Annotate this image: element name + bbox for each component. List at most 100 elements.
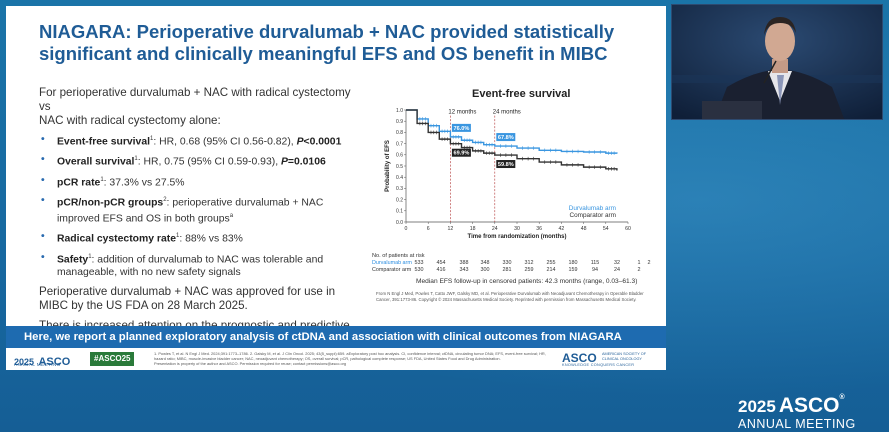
risk-cell: 159 <box>568 267 578 273</box>
risk-cell: 281 <box>502 267 512 273</box>
x-tick-label: 6 <box>427 226 430 232</box>
value-label-box <box>496 133 516 142</box>
bullet-label: Radical cystectomy rate <box>57 233 176 245</box>
risk-cell: 454 <box>436 260 446 266</box>
x-tick-label: 0 <box>405 226 408 232</box>
bullet-list: • Event-free survival1: HR, 0.68 (95% CI … <box>39 133 359 279</box>
risk-cell: 2 <box>647 260 651 266</box>
bullet-label: Event-free survival <box>57 136 150 148</box>
x-tick-label: 60 <box>625 226 631 232</box>
slide-footer: 2025 ASCO ANNUAL MEETING #ASCO25 1. Powl… <box>6 348 666 370</box>
summary-banner: Here, we report a planned exploratory an… <box>6 326 666 348</box>
bullet-dot: • <box>41 134 45 145</box>
x-tick-label: 30 <box>514 226 520 232</box>
bullet-text: : perioperative durvalumab + NAC improve… <box>57 197 324 225</box>
bullet-dot: • <box>41 231 45 243</box>
slide-title: NIAGARA: Perioperative durvalumab + NAC … <box>39 21 649 65</box>
risk-cell: 2 <box>637 267 641 273</box>
y-tick-label: 0.3 <box>396 186 403 192</box>
comparator-curve <box>406 109 618 171</box>
bullet-item: • Event-free survival1: HR, 0.68 (95% CI … <box>39 133 359 148</box>
y-tick-label: 0.6 <box>396 153 403 159</box>
y-tick-label: 0.0 <box>396 220 403 226</box>
milestone-label: 24 months <box>493 109 521 115</box>
bullet-item: • pCR rate1: 37.3% vs 27.5% <box>39 174 359 189</box>
value-label: 69.9% <box>453 151 469 157</box>
risk-cell: 180 <box>568 260 578 266</box>
risk-cell: 388 <box>459 260 469 266</box>
bullet-ref: 1 <box>88 253 92 260</box>
asco-society-logo: ASCO AMERICAN SOCIETY OF CLINICAL ONCOLO… <box>562 351 647 367</box>
y-tick-label: 0.2 <box>396 197 403 203</box>
y-tick-label: 0.9 <box>396 119 403 125</box>
risk-cell: 416 <box>436 267 446 273</box>
presentation-slide: NIAGARA: Perioperative durvalumab + NAC … <box>6 6 666 370</box>
risk-cell: 24 <box>614 267 620 273</box>
chart-title: Event-free survival <box>472 88 571 100</box>
asco-meeting-overlay-logo: 2025 ASCO® ANNUAL MEETING <box>738 394 856 431</box>
legend-entry: Comparator arm <box>569 212 616 219</box>
risk-cell: 259 <box>524 267 534 273</box>
y-axis-label: Probability of EFS <box>385 140 391 192</box>
bullet-dot: • <box>41 154 45 166</box>
x-tick-label: 12 <box>448 226 454 232</box>
bullet-dot: • <box>41 195 45 207</box>
risk-cell: 32 <box>614 260 620 266</box>
risk-cell: 214 <box>546 267 556 273</box>
value-label-box <box>451 123 471 132</box>
value-label: 59.8% <box>498 162 514 168</box>
y-tick-label: 0.8 <box>396 130 403 136</box>
risk-row-label: Comparator arm <box>372 267 412 273</box>
bullet-pvalue: P=0.0106 <box>280 156 326 168</box>
y-tick-label: 0.1 <box>396 209 403 215</box>
footnotes: 1. Powles T, et al. N Engl J Med. 2024;3… <box>154 351 546 366</box>
approval-paragraph: Perioperative durvalumab + NAC was appro… <box>39 285 336 313</box>
x-tick-label: 48 <box>581 226 587 232</box>
bullet-ref: 1 <box>149 136 154 142</box>
value-label-box <box>451 148 471 157</box>
x-tick-label: 36 <box>536 226 542 232</box>
risk-cell: 300 <box>480 267 490 273</box>
x-tick-label: 42 <box>559 226 565 232</box>
risk-cell: 343 <box>459 267 469 273</box>
bullet-text: : 37.3% vs 27.5% <box>103 177 185 189</box>
value-label: 67.8% <box>498 135 514 141</box>
x-tick-label: 18 <box>470 226 476 232</box>
bullet-ref: 1 <box>175 233 180 240</box>
y-tick-label: 0.4 <box>396 175 403 181</box>
bullet-item: • Overall survival1: HR, 0.75 (95% CI 0.5… <box>39 153 359 168</box>
risk-cell: 1 <box>637 260 641 266</box>
bullet-text: : HR, 0.75 (95% CI 0.59-0.93), <box>137 156 281 168</box>
risk-cell: 533 <box>414 260 424 266</box>
x-axis-label: Time from randomization (months) <box>468 234 567 240</box>
intro-text: For perioperative durvalumab + NAC with … <box>39 86 351 127</box>
risk-cell: 312 <box>524 260 534 266</box>
bullet-label: pCR rate <box>57 177 101 189</box>
x-tick-label: 54 <box>603 226 609 232</box>
risk-row: Durvalumab arm 533 454 388 348 330 312 255 180 11… <box>372 260 651 267</box>
y-tick-label: 0.7 <box>396 141 403 147</box>
milestone-label: 12 months <box>448 109 476 115</box>
y-tick-label: 1.0 <box>396 108 403 114</box>
chart-citation: From N Engl J Med, Powles T, Catto JWF, … <box>376 291 644 302</box>
bullet-dot: • <box>41 174 45 186</box>
bullet-item: • pCR/non-pCR groups2: perioperative durv… <box>39 194 359 225</box>
bullet-pvalue: P<0.0001 <box>296 136 342 148</box>
bullet-item: • Radical cystectomy rate1: 88% vs 83% <box>39 230 359 245</box>
value-label-box <box>496 160 516 169</box>
risk-cell: 255 <box>546 260 556 266</box>
bullet-text: : HR, 0.68 (95% CI 0.56-0.82), <box>153 136 297 148</box>
bullet-text: : 88% vs 83% <box>179 233 243 245</box>
bullet-label: pCR/non-pCR groups <box>57 197 164 209</box>
bullet-label: Overall survival <box>57 156 135 168</box>
followup-note: Median EFS follow-up in censored patient… <box>416 278 638 285</box>
bullet-dot: • <box>41 251 45 263</box>
bullet-label: Safety <box>57 254 89 266</box>
x-tick-label: 24 <box>492 226 498 232</box>
asco-annual-meeting-logo: 2025 ASCO ANNUAL MEETING <box>14 356 71 368</box>
risk-table: No. of patients at risk Durvalumab arm 53… <box>372 253 651 274</box>
bullet-footnote-ref: a <box>229 212 234 219</box>
value-label: 76.0% <box>453 126 469 132</box>
speaker-image <box>672 5 882 119</box>
bullet-item: • Safety1: addition of durvalumab to NAC … <box>39 251 359 279</box>
